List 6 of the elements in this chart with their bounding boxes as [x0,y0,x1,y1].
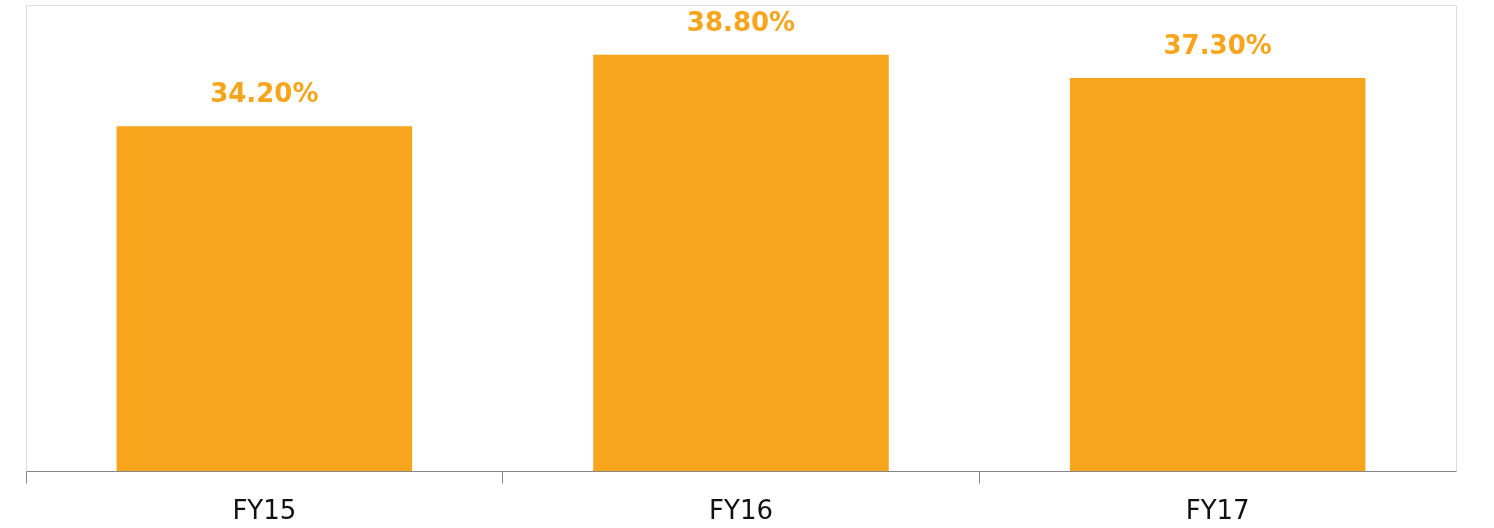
x-tick-label: FY15 [232,494,297,525]
data-label: 34.20% [210,78,319,109]
data-label: 37.30% [1163,30,1272,61]
data-label: 38.80% [686,6,796,37]
x-tick-label: FY17 [1185,494,1250,525]
x-tick-label: FY16 [709,494,773,525]
